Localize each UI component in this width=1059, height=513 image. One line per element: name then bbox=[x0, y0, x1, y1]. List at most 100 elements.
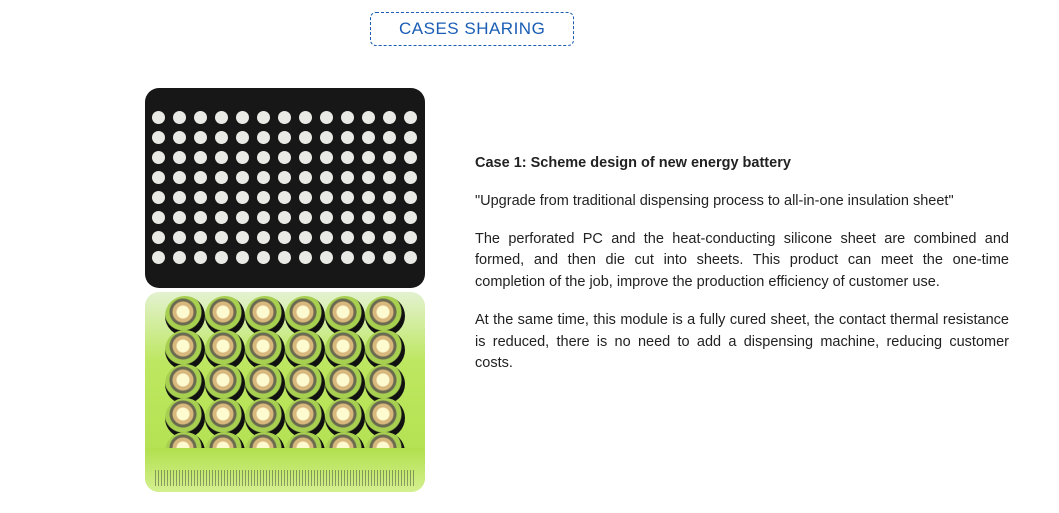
perf-dot bbox=[194, 131, 207, 144]
perf-dot bbox=[320, 151, 333, 164]
perf-dot bbox=[404, 191, 417, 204]
perf-dot bbox=[257, 151, 270, 164]
perf-dot bbox=[194, 151, 207, 164]
perf-dot bbox=[341, 131, 354, 144]
perf-dot bbox=[236, 131, 249, 144]
case-para-1: The perforated PC and the heat-conductin… bbox=[475, 229, 1009, 294]
dot-grid bbox=[152, 111, 418, 265]
perf-dot bbox=[299, 171, 312, 184]
perf-dot bbox=[257, 111, 270, 124]
case-number: Case 1: bbox=[475, 155, 531, 171]
perf-dot bbox=[194, 251, 207, 264]
perf-dot bbox=[278, 131, 291, 144]
perf-dot bbox=[173, 211, 186, 224]
perf-dot bbox=[362, 231, 375, 244]
perf-dot bbox=[152, 131, 165, 144]
perf-dot bbox=[152, 171, 165, 184]
perf-dot bbox=[152, 231, 165, 244]
perforated-sheet-image bbox=[145, 88, 425, 288]
perf-dot bbox=[320, 211, 333, 224]
perf-dot bbox=[215, 251, 228, 264]
perf-dot bbox=[404, 151, 417, 164]
perf-dot bbox=[215, 191, 228, 204]
perf-dot bbox=[278, 231, 291, 244]
perf-dot bbox=[320, 111, 333, 124]
perf-dot bbox=[299, 211, 312, 224]
perf-dot bbox=[278, 211, 291, 224]
perf-dot bbox=[362, 191, 375, 204]
perf-dot bbox=[257, 251, 270, 264]
perf-dot bbox=[299, 231, 312, 244]
perf-dot bbox=[383, 251, 396, 264]
perf-dot bbox=[236, 171, 249, 184]
perf-dot bbox=[362, 171, 375, 184]
perf-dot bbox=[152, 111, 165, 124]
perf-dot bbox=[299, 191, 312, 204]
cell-grid bbox=[165, 296, 405, 466]
perf-dot bbox=[362, 151, 375, 164]
case-quote: "Upgrade from traditional dispensing pro… bbox=[475, 191, 1009, 213]
perf-dot bbox=[383, 211, 396, 224]
perf-dot bbox=[257, 231, 270, 244]
perf-dot bbox=[173, 131, 186, 144]
perf-dot bbox=[341, 111, 354, 124]
perf-dot bbox=[341, 231, 354, 244]
perf-dot bbox=[215, 131, 228, 144]
perf-dot bbox=[257, 171, 270, 184]
perf-dot bbox=[362, 251, 375, 264]
perf-dot bbox=[194, 111, 207, 124]
perf-dot bbox=[404, 231, 417, 244]
perf-dot bbox=[236, 251, 249, 264]
perf-dot bbox=[383, 151, 396, 164]
perf-dot bbox=[236, 231, 249, 244]
perf-dot bbox=[236, 211, 249, 224]
perf-dot bbox=[299, 131, 312, 144]
perf-dot bbox=[152, 191, 165, 204]
perf-dot bbox=[341, 211, 354, 224]
case-title: Case 1: Scheme design of new energy batt… bbox=[475, 153, 1009, 175]
perf-dot bbox=[257, 211, 270, 224]
perf-dot bbox=[152, 211, 165, 224]
perf-dot bbox=[278, 111, 291, 124]
perf-dot bbox=[236, 151, 249, 164]
perf-dot bbox=[383, 191, 396, 204]
perf-dot bbox=[173, 251, 186, 264]
perf-dot bbox=[215, 171, 228, 184]
perf-dot bbox=[320, 171, 333, 184]
perf-dot bbox=[299, 111, 312, 124]
perf-dot bbox=[173, 171, 186, 184]
perf-dot bbox=[173, 231, 186, 244]
perf-dot bbox=[404, 131, 417, 144]
perf-dot bbox=[194, 231, 207, 244]
case-text: Case 1: Scheme design of new energy batt… bbox=[475, 88, 1009, 492]
perf-dot bbox=[173, 151, 186, 164]
perf-dot bbox=[404, 171, 417, 184]
perf-dot bbox=[383, 111, 396, 124]
perf-dot bbox=[404, 251, 417, 264]
perf-dot bbox=[383, 231, 396, 244]
perf-dot bbox=[173, 111, 186, 124]
perf-dot bbox=[152, 251, 165, 264]
perf-dot bbox=[362, 111, 375, 124]
perf-dot bbox=[341, 191, 354, 204]
perf-dot bbox=[320, 231, 333, 244]
perf-dot bbox=[215, 151, 228, 164]
perf-dot bbox=[383, 131, 396, 144]
perf-dot bbox=[383, 171, 396, 184]
perf-dot bbox=[362, 211, 375, 224]
cases-sharing-badge: CASES SHARING bbox=[370, 12, 574, 46]
perf-dot bbox=[299, 251, 312, 264]
perf-dot bbox=[236, 111, 249, 124]
perf-dot bbox=[173, 191, 186, 204]
perf-dot bbox=[320, 251, 333, 264]
perf-dot bbox=[404, 211, 417, 224]
perf-dot bbox=[362, 131, 375, 144]
perf-dot bbox=[341, 171, 354, 184]
perf-dot bbox=[341, 151, 354, 164]
battery-wrap bbox=[145, 448, 425, 492]
perf-dot bbox=[215, 231, 228, 244]
perf-dot bbox=[278, 191, 291, 204]
case-para-2: At the same time, this module is a fully… bbox=[475, 310, 1009, 375]
perf-dot bbox=[320, 191, 333, 204]
perf-dot bbox=[278, 151, 291, 164]
